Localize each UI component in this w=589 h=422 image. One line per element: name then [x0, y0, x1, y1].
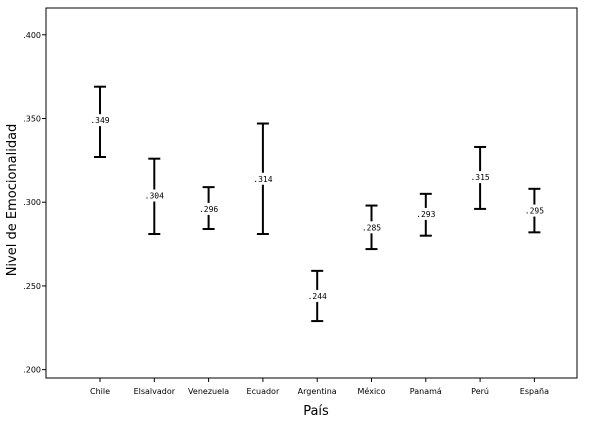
x-tick-label: Venezuela [188, 387, 229, 396]
error-bar: .349 [90, 85, 110, 159]
error-bar: .285 [362, 204, 381, 251]
error-bar: .304 [145, 157, 164, 236]
y-tick-label: .400 [23, 31, 41, 40]
data-label: .244 [308, 292, 327, 301]
error-bar: .244 [308, 269, 327, 323]
data-label: .304 [145, 192, 164, 201]
y-tick-label: .350 [23, 114, 41, 123]
plot-frame [45, 7, 578, 379]
x-tick-label: Panamá [410, 387, 442, 396]
y-tick-label: .300 [23, 198, 41, 207]
y-axis-title: Nivel de Emocionalidad [5, 124, 20, 277]
y-axis: .200 .250 .300 .350 .400 [23, 31, 46, 375]
data-label: .315 [470, 173, 489, 182]
error-bars: .349 .304 .296 .314 .244 .285 .293 .315 .295 [90, 85, 544, 323]
x-tick-label: Chile [90, 387, 110, 396]
y-tick-label: .250 [23, 282, 41, 291]
data-label: .285 [362, 223, 381, 232]
data-label: .314 [253, 175, 272, 184]
y-tick-label: .200 [23, 366, 41, 375]
data-label: .296 [199, 205, 218, 214]
x-axis-title: País [303, 404, 329, 419]
x-tick-label: Argentina [298, 387, 337, 396]
data-label: .293 [416, 210, 435, 219]
x-tick-label: Elsalvador [134, 387, 176, 396]
error-bar: .314 [253, 122, 273, 236]
x-tick-label: México [358, 386, 386, 396]
error-bar: .315 [470, 145, 490, 210]
x-tick-label: España [520, 387, 549, 396]
error-bar: .295 [525, 187, 544, 234]
x-tick-label: Perú [471, 387, 489, 396]
error-bar: .296 [199, 186, 218, 230]
data-label: .295 [525, 207, 544, 216]
x-tick-label: Ecuador [247, 387, 280, 396]
error-bar: .293 [416, 192, 436, 237]
x-axis: Chile Elsalvador Venezuela Ecuador Argentina… [90, 378, 549, 396]
data-label: .349 [90, 116, 109, 125]
